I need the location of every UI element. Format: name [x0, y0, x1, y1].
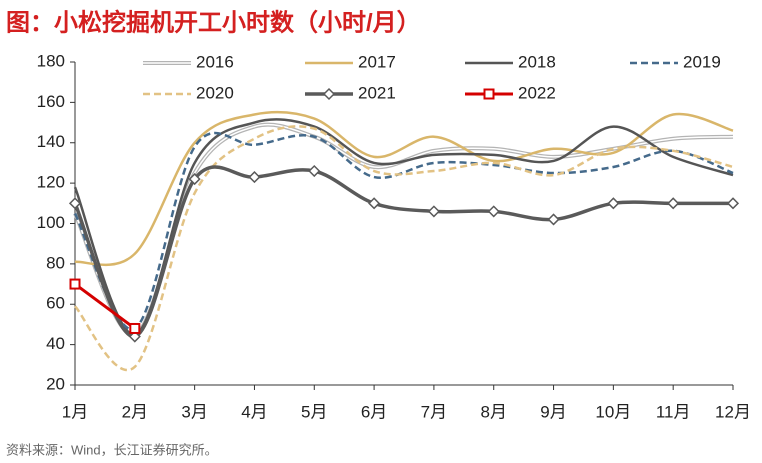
point-marker: [308, 164, 321, 178]
series-line: [73, 118, 734, 336]
x-tick-label: 11月: [656, 402, 691, 421]
legend-label: 2019: [683, 52, 721, 71]
point-marker: [483, 88, 495, 100]
y-tick-label: 120: [37, 173, 65, 192]
y-tick-label: 160: [37, 92, 65, 111]
point-marker: [188, 173, 201, 186]
point-marker: [667, 197, 680, 210]
point-marker: [607, 197, 620, 210]
y-tick-label: 40: [46, 334, 65, 353]
point-marker: [129, 322, 141, 334]
point-marker: [69, 278, 81, 290]
legend-label: 2017: [358, 52, 396, 71]
y-tick-label: 20: [46, 374, 65, 393]
point-marker: [368, 197, 381, 210]
y-tick-label: 180: [37, 51, 65, 70]
x-tick-label: 10月: [595, 402, 631, 421]
series-line: [74, 125, 734, 372]
x-tick-label: 2月: [122, 402, 148, 421]
y-tick-label: 80: [46, 253, 65, 272]
legend-label: 2016: [196, 52, 234, 71]
legend-label: 2020: [196, 83, 234, 102]
y-tick-label: 140: [37, 132, 65, 151]
point-marker: [248, 171, 261, 184]
legend-label: 2022: [518, 83, 556, 102]
x-tick-label: 1月: [62, 402, 88, 421]
y-tick-label: 60: [46, 294, 65, 313]
series-line: [73, 131, 734, 331]
x-tick-label: 3月: [181, 402, 207, 421]
series-line: [74, 282, 136, 330]
x-tick-label: 9月: [540, 402, 566, 421]
legend-label: 2021: [358, 83, 396, 102]
point-marker: [547, 213, 560, 226]
x-tick-label: 6月: [361, 402, 387, 421]
x-tick-label: 5月: [301, 402, 327, 421]
source-note: 资料来源：Wind，长江证券研究所。: [6, 442, 218, 457]
point-marker: [726, 197, 740, 210]
x-tick-label: 12月: [715, 402, 751, 421]
x-tick-label: 4月: [241, 402, 267, 421]
point-marker: [322, 87, 336, 101]
legend-label: 2018: [518, 52, 556, 71]
series-line: [74, 110, 734, 267]
point-marker: [68, 197, 82, 210]
x-tick-label: 7月: [421, 402, 447, 421]
y-tick-label: 100: [37, 213, 65, 232]
point-marker: [427, 205, 440, 218]
chart-title: 图：小松挖掘机开工小时数（小时/月）: [6, 8, 421, 36]
point-marker: [487, 205, 500, 218]
point-marker: [128, 330, 141, 343]
x-tick-label: 8月: [480, 402, 506, 421]
